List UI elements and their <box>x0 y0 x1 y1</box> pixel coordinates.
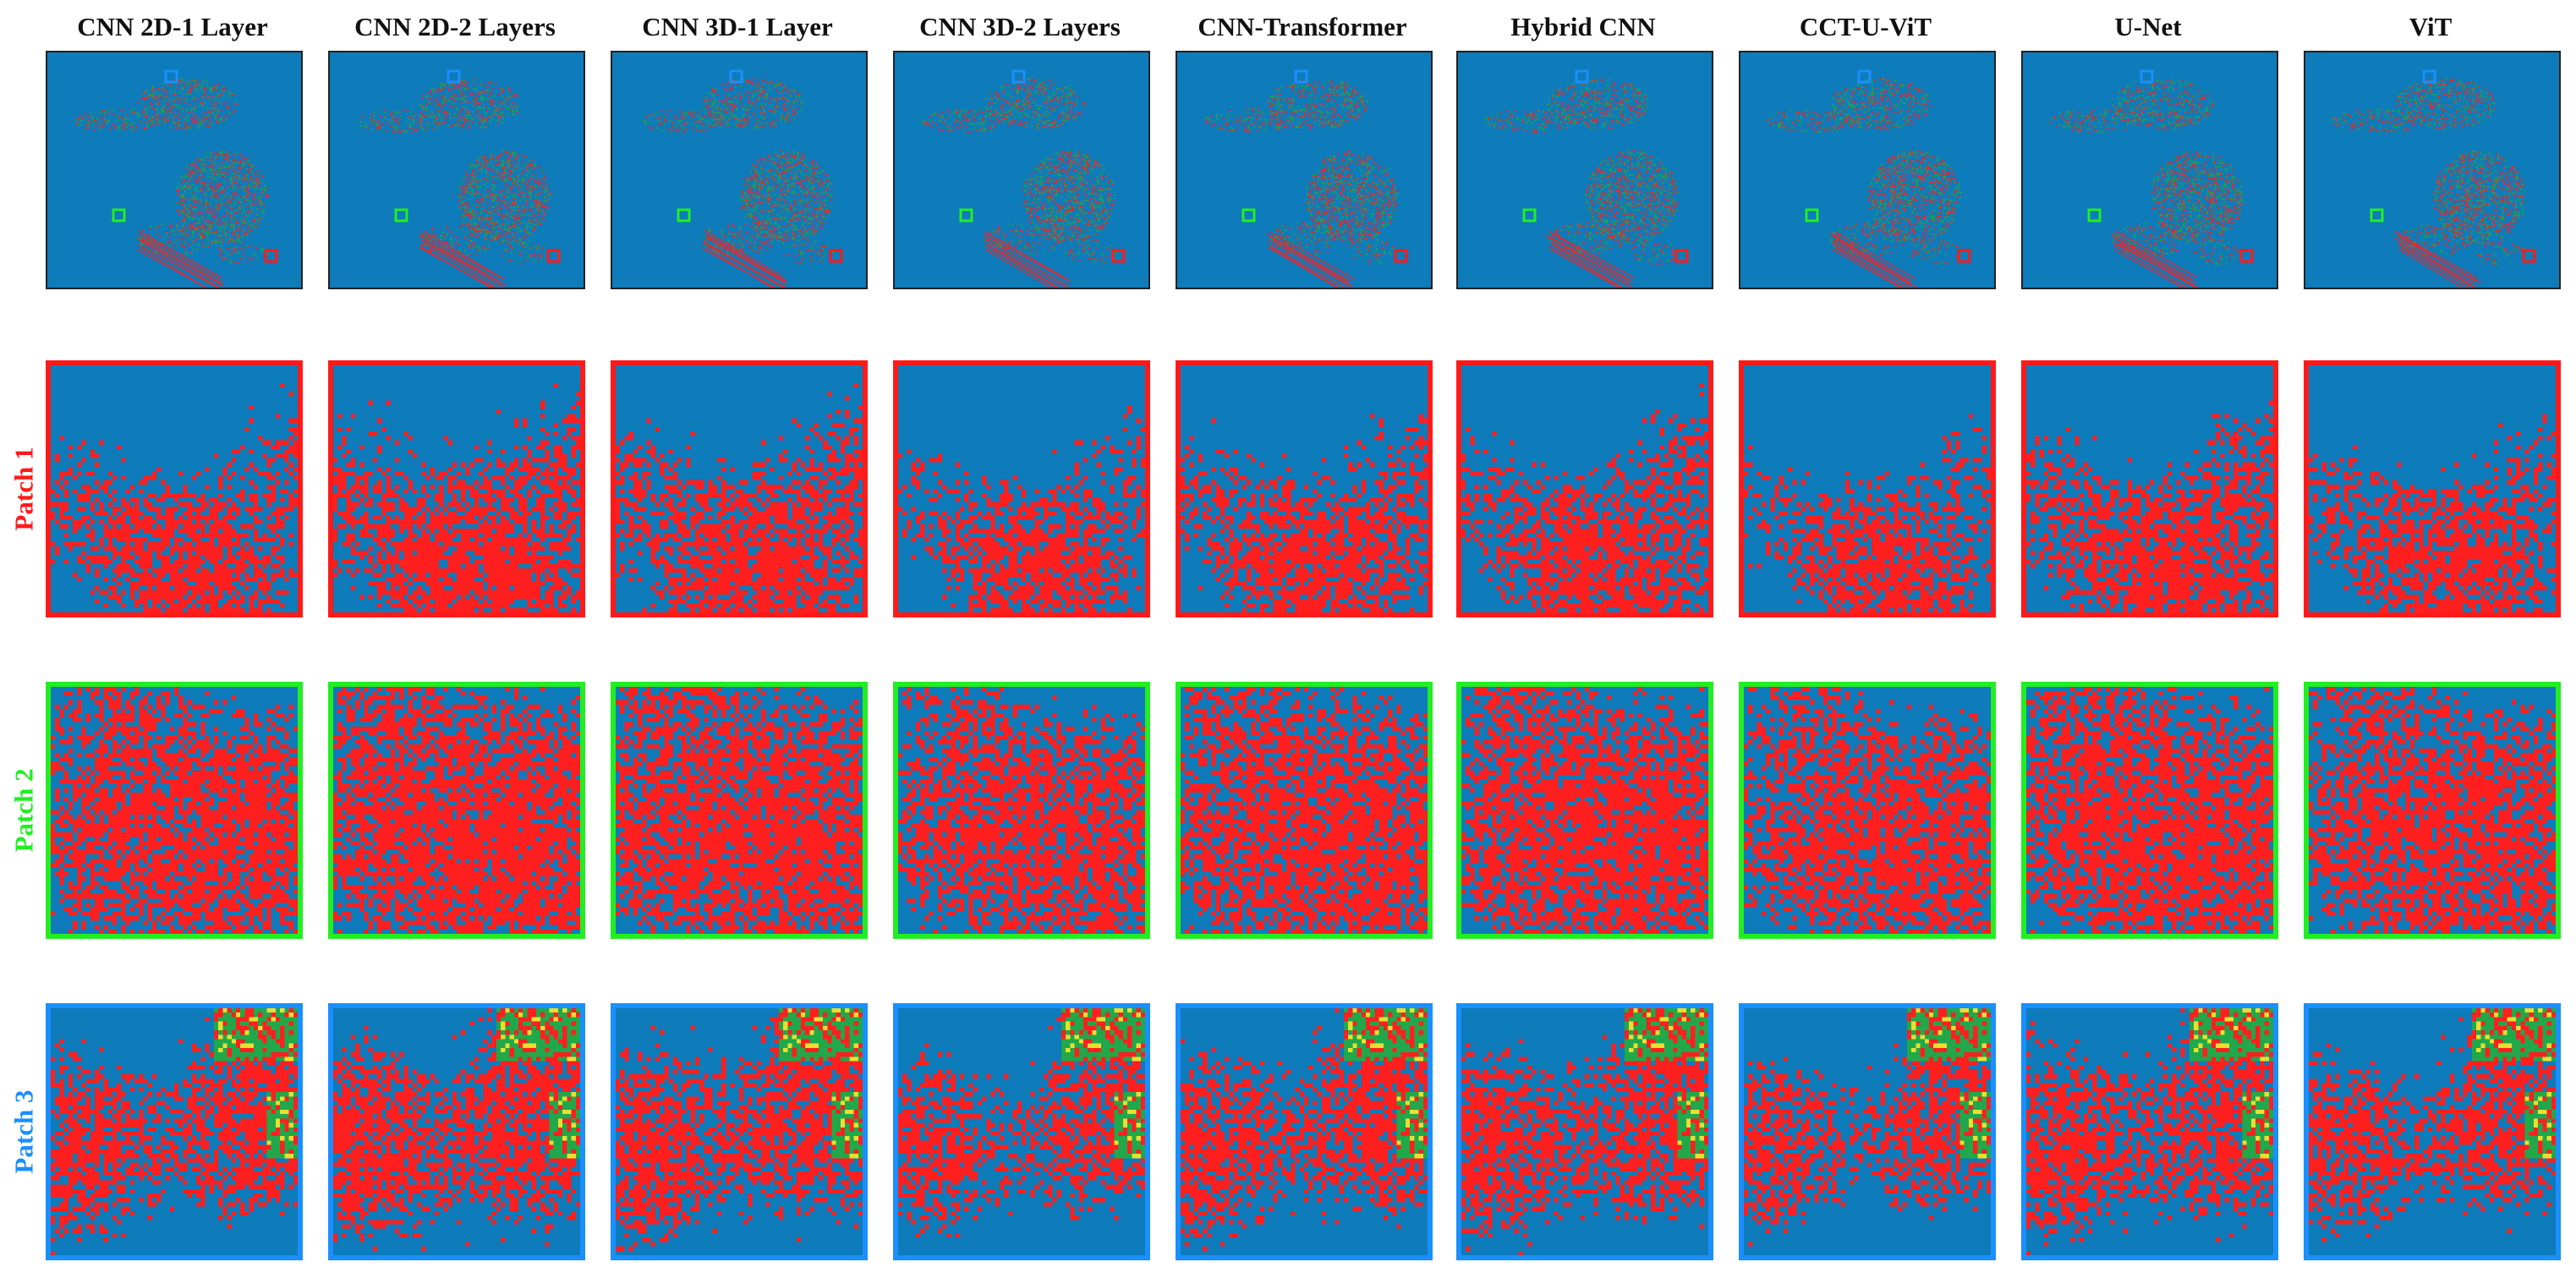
overview-map <box>2021 51 2278 289</box>
patch-map <box>1176 1003 1433 1260</box>
overview-map <box>611 51 868 289</box>
row-label: Patch 2 <box>2 682 46 939</box>
patch-map <box>1456 682 1713 939</box>
patch-map <box>1456 1003 1713 1260</box>
patch-map <box>1456 360 1713 617</box>
patch-map <box>2304 360 2561 617</box>
patch-map <box>1176 682 1433 939</box>
column-title: CNN 2D-1 Layer <box>44 5 301 49</box>
patch-map <box>328 1003 585 1260</box>
patch-map <box>611 682 868 939</box>
patch-map <box>893 682 1150 939</box>
patch-map <box>2304 682 2561 939</box>
patch-map <box>611 1003 868 1260</box>
patch-map <box>1176 360 1433 617</box>
patch-map <box>46 682 303 939</box>
patch-map <box>46 1003 303 1260</box>
patch-map <box>1739 1003 1996 1260</box>
overview-map <box>328 51 585 289</box>
patch-map <box>893 360 1150 617</box>
patch-map <box>328 682 585 939</box>
patch-map <box>2304 1003 2561 1260</box>
overview-map <box>1176 51 1433 289</box>
column-title: CNN 2D-2 Layers <box>326 5 584 49</box>
patch-map <box>2021 1003 2278 1260</box>
patch-map <box>1739 360 1996 617</box>
patch-map <box>2021 360 2278 617</box>
row-label: Patch 3 <box>2 1003 46 1260</box>
column-title: Hybrid CNN <box>1455 5 1712 49</box>
patch-map <box>46 360 303 617</box>
overview-map <box>2304 51 2561 289</box>
column-title: CNN-Transformer <box>1174 5 1431 49</box>
patch-map <box>611 360 868 617</box>
overview-map <box>893 51 1150 289</box>
column-title: CNN 3D-2 Layers <box>891 5 1148 49</box>
column-title: CCT-U-ViT <box>1737 5 1994 49</box>
patch-map <box>328 360 585 617</box>
patch-map <box>2021 682 2278 939</box>
patch-map <box>1739 682 1996 939</box>
column-title: U-Net <box>2020 5 2277 49</box>
overview-map <box>1456 51 1713 289</box>
row-label: Patch 1 <box>2 360 46 617</box>
column-title: ViT <box>2302 5 2559 49</box>
overview-map <box>46 51 303 289</box>
patch-map <box>893 1003 1150 1260</box>
overview-map <box>1739 51 1996 289</box>
column-title: CNN 3D-1 Layer <box>609 5 866 49</box>
